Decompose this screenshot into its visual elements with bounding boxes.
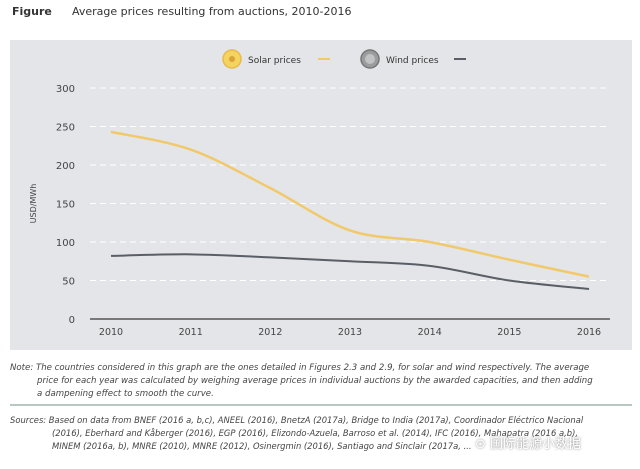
chart-panel: 0 50 100 150 200 250 300 2010 2011 2012 2013 2014 20… [10,40,632,350]
sources-line: MINEM (2016a, b), MNRE (2010), MNRE (201… [52,441,472,451]
note-line: a dampening effect to smooth the curve. [37,389,214,399]
note-line: Note: The countries considered in this g… [10,363,590,373]
figure-header: Figure Average prices resulting from auc… [12,5,352,18]
y-tick-label: 300 [56,84,75,95]
note: Note: The countries considered in this g… [10,362,630,401]
sources: Sources: Based on data from BNEF (2016 a… [10,414,635,453]
legend-label: Solar prices [248,56,301,66]
series-line-solar [110,130,590,278]
x-tick-label: 2016 [577,327,601,338]
x-tick-label: 2010 [99,327,123,338]
y-tick-label: 50 [62,277,75,288]
x-tick-label: 2015 [497,327,521,338]
y-tick-label: 150 [56,200,75,211]
legend-icon-inner [229,56,235,62]
note-line: price for each year was calculated by we… [37,376,593,386]
y-tick-label: 200 [56,161,75,172]
y-tick-label: 100 [56,238,75,249]
x-tick-label: 2011 [179,327,203,338]
watermark-text: 国际能源小数据 [490,437,582,452]
y-axis-label: USD/MWh [29,184,38,224]
legend-icon-inner [365,54,375,64]
sources-line: Sources: Based on data from BNEF (2016 a… [10,415,584,425]
figure-label: Figure [12,5,52,18]
y-tick-label: 0 [69,315,75,326]
line-chart: 0 50 100 150 200 250 300 2010 2011 2012 2013 2014 20… [29,49,610,338]
x-tick-label: 2012 [258,327,282,338]
divider [10,404,632,406]
legend-label: Wind prices [386,56,439,66]
y-tick-label: 250 [56,123,75,134]
x-tick-label: 2014 [418,327,442,338]
sources-line: (2016), Eberhard and Kåberger (2016), EG… [52,428,579,438]
figure-title: Average prices resulting from auctions, … [72,5,352,18]
watermark: ⊙ 国际能源小数据 [475,437,582,452]
series-line-wind [110,253,590,290]
x-tick-label: 2013 [338,327,362,338]
